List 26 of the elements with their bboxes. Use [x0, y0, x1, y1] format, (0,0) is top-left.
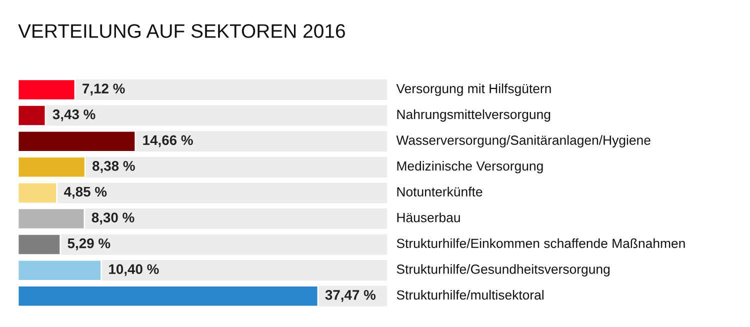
- y-tick-label: Notunterkünfte: [397, 186, 482, 196]
- y-tick-label: Häuserbau: [397, 212, 460, 222]
- data-label: 37,47 %: [325, 290, 376, 302]
- data-label: 8,38 %: [92, 161, 135, 173]
- y-tick-label: Versorgung mit Hilfsgütern: [396, 84, 551, 96]
- bar: [18, 259, 102, 282]
- data-label: 3,43 %: [52, 109, 96, 122]
- y-tick-label: Medizinische Versorgung: [397, 160, 543, 174]
- y-tick-label: Strukturhilfe/Einkommen schaffende Maßnahmen: [396, 238, 685, 248]
- data-label: 8,30 %: [92, 212, 134, 224]
- data-label: 7,12 %: [82, 84, 125, 96]
- y-tick-label: Strukturhilfe/Gesundheitsversorgung: [396, 264, 610, 276]
- data-label: 14,66 %: [143, 135, 193, 148]
- data-label: 5,29 %: [68, 238, 110, 250]
- bar: [18, 104, 46, 127]
- y-tick-label: Nahrungsmittelversorgung: [397, 109, 550, 122]
- bar: [18, 156, 86, 178]
- y-tick-label: Strukturhilfe/multisektoral: [396, 290, 544, 300]
- y-tick-label: Wasserversorgung/Sanitäranlagen/Hygiene: [396, 135, 650, 148]
- bar: [18, 234, 62, 256]
- bar: [18, 78, 76, 101]
- bar: [18, 182, 58, 204]
- data-label: 4,85 %: [64, 186, 107, 199]
- bar: [18, 208, 86, 230]
- data-label: 10,40 %: [109, 264, 159, 276]
- chart-title: VERTEILUNG AUF SEKTOREN 2016: [18, 24, 345, 38]
